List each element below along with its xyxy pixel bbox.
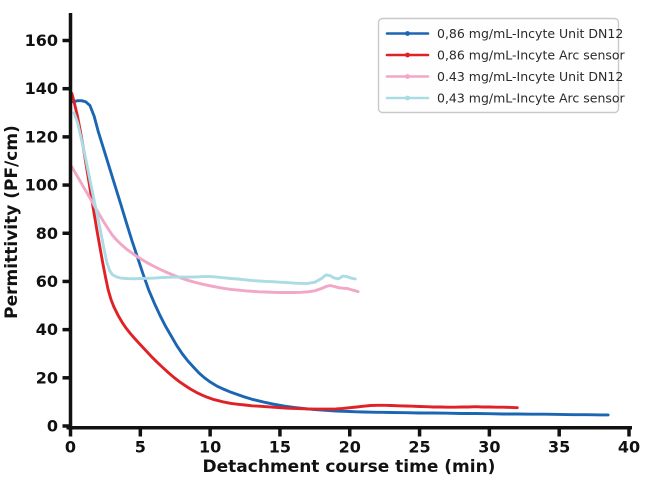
y-tick-label: 100 [25,176,58,195]
y-tick-label: 60 [36,272,58,291]
y-tick-label: 20 [36,368,58,387]
x-tick-label: 20 [339,438,361,457]
y-tick-label: 0 [47,417,58,436]
legend-marker-dot-1 [405,52,410,58]
x-axis-title: Detachment course time (min) [203,457,496,477]
y-tick-label: 40 [36,320,58,339]
legend-item-label-1: 0,86 mg/mL-Incyte Arc sensor [437,48,626,63]
series-line-2 [69,164,360,294]
y-axis-title: Permittivity (PF/cm) [2,125,22,319]
y-tick-label: 120 [25,127,58,146]
x-tick-label: 15 [269,438,291,457]
y-tick-label: 80 [36,224,58,243]
x-tick-label: 5 [135,438,146,457]
x-tick-label: 10 [199,438,221,457]
series-line-3 [72,111,357,285]
legend-item-label-2: 0.43 mg/mL-Incyte Unit DN12 [437,69,623,84]
legend-marker-dot-3 [405,95,410,101]
y-tick-label: 140 [25,79,58,98]
legend-marker-dot-0 [405,31,410,36]
legend-item-label-3: 0,43 mg/mL-Incyte Arc sensor [437,91,626,106]
plot-series [69,92,610,417]
series-line-0 [71,99,610,417]
series-line-1 [70,92,519,411]
x-tick-label: 40 [618,438,640,457]
y-tick-label: 160 [25,31,58,50]
chart-legend: 0,86 mg/mL-Incyte Unit DN12 0,86 mg/mL-In… [377,17,626,114]
x-tick-label: 35 [548,438,570,457]
x-tick-label: 30 [478,438,500,457]
legend-item-label-0: 0,86 mg/mL-Incyte Unit DN12 [437,26,623,41]
legend-box [377,17,620,114]
x-tick-label: 25 [408,438,430,457]
x-tick-label: 0 [65,438,76,457]
plot-axes: 0 5 10 15 20 25 30 35 40 0 20 40 60 80 100 120 140 160 [25,13,640,457]
legend-marker-dot-2 [405,74,410,79]
